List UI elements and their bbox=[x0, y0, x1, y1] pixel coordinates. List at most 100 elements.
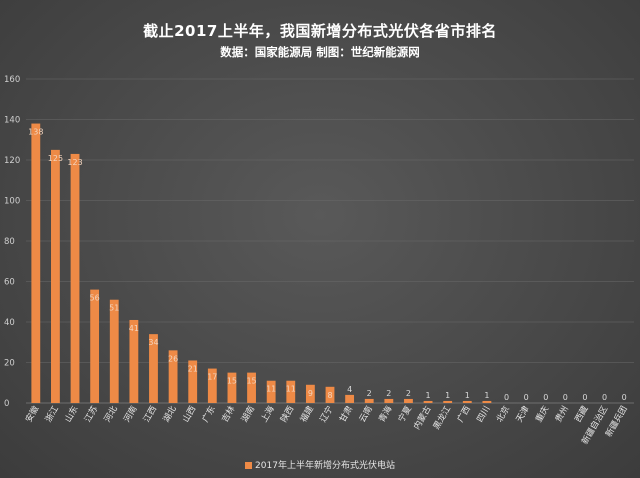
bar bbox=[364, 398, 374, 403]
data-label: 26 bbox=[168, 354, 178, 363]
bar bbox=[90, 289, 100, 403]
y-tick-label: 20 bbox=[4, 359, 15, 369]
x-tick-label: 广西 bbox=[455, 404, 473, 424]
data-label: 125 bbox=[48, 154, 63, 163]
data-label: 8 bbox=[327, 391, 332, 400]
data-label: 9 bbox=[308, 389, 313, 398]
y-tick-label: 100 bbox=[4, 197, 20, 207]
data-label: 0 bbox=[582, 393, 587, 402]
data-label: 0 bbox=[563, 393, 568, 402]
x-tick-label: 江苏 bbox=[82, 404, 100, 425]
bar bbox=[188, 360, 198, 403]
data-label: 4 bbox=[347, 385, 352, 394]
y-tick-label: 120 bbox=[4, 156, 20, 166]
data-label: 11 bbox=[286, 385, 296, 394]
legend-label: 2017年上半年新增分布式光伏电站 bbox=[255, 461, 395, 471]
x-tick-label: 西藏 bbox=[573, 404, 591, 425]
data-label: 56 bbox=[90, 294, 100, 303]
data-label: 11 bbox=[266, 385, 276, 394]
x-tick-label: 辽宁 bbox=[318, 404, 336, 424]
y-tick-label: 140 bbox=[4, 116, 20, 126]
data-label: 2 bbox=[386, 389, 391, 398]
data-label: 1 bbox=[465, 391, 470, 400]
legend: 2017年上半年新增分布式光伏电站 bbox=[0, 458, 640, 471]
bar bbox=[31, 123, 41, 404]
chart-subtitle: 数据：国家能源局 制图：世纪新能源网 bbox=[220, 45, 420, 59]
x-tick-label: 青海 bbox=[376, 404, 394, 425]
x-tick-label: 内蒙古 bbox=[411, 404, 434, 432]
bar bbox=[286, 380, 296, 403]
data-label: 0 bbox=[622, 393, 627, 402]
x-tick-label: 云南 bbox=[357, 404, 375, 424]
bar bbox=[207, 368, 217, 403]
y-tick-label: 80 bbox=[4, 237, 15, 247]
y-tick-label: 40 bbox=[4, 318, 15, 328]
chart-title: 截止2017上半年，我国新增分布式光伏各省市排名 bbox=[143, 22, 497, 40]
y-tick-label: 160 bbox=[4, 75, 20, 85]
x-tick-label: 上海 bbox=[259, 404, 277, 425]
data-label: 0 bbox=[524, 393, 529, 402]
x-tick-label: 宁夏 bbox=[396, 404, 414, 425]
x-tick-label: 山西 bbox=[180, 404, 198, 424]
x-tick-label: 江西 bbox=[142, 405, 159, 425]
x-tick-label: 湖南 bbox=[239, 404, 257, 424]
bar bbox=[443, 400, 453, 403]
x-tick-label: 湖北 bbox=[162, 404, 179, 424]
data-label: 1 bbox=[484, 391, 489, 400]
data-label: 0 bbox=[543, 393, 548, 402]
data-label: 51 bbox=[109, 304, 119, 313]
data-label: 17 bbox=[207, 373, 217, 382]
x-tick-label: 山东 bbox=[63, 404, 81, 424]
bar bbox=[51, 149, 60, 403]
data-label: 123 bbox=[67, 158, 82, 167]
bar bbox=[227, 372, 237, 403]
bar bbox=[266, 380, 276, 403]
bar bbox=[404, 398, 413, 403]
bar bbox=[305, 384, 315, 403]
data-label: 41 bbox=[129, 324, 139, 333]
x-tick-label: 河北 bbox=[102, 404, 120, 425]
x-tick-label: 北京 bbox=[494, 404, 512, 424]
x-tick-label: 吉林 bbox=[219, 404, 237, 425]
data-label: 1 bbox=[426, 391, 431, 400]
x-tick-label: 四川 bbox=[475, 405, 492, 425]
x-tick-label: 贵州 bbox=[553, 404, 571, 424]
x-tick-label: 广东 bbox=[200, 404, 218, 424]
bar bbox=[247, 372, 256, 403]
bar bbox=[70, 153, 80, 403]
data-label: 34 bbox=[148, 338, 158, 347]
y-tick-label: 0 bbox=[4, 399, 9, 409]
bar bbox=[423, 400, 433, 403]
data-label: 138 bbox=[28, 128, 43, 137]
x-tick-label: 天津 bbox=[514, 404, 532, 425]
data-label: 2 bbox=[406, 389, 411, 398]
bar bbox=[462, 400, 472, 403]
x-tick-label: 重庆 bbox=[533, 404, 551, 425]
bar bbox=[345, 394, 355, 403]
data-label: 1 bbox=[445, 391, 450, 400]
data-label: 15 bbox=[246, 377, 256, 386]
data-label: 0 bbox=[602, 393, 607, 402]
x-tick-label: 河南 bbox=[121, 404, 139, 424]
legend-swatch bbox=[245, 462, 253, 469]
data-label: 2 bbox=[367, 389, 372, 398]
bar bbox=[149, 334, 158, 403]
x-tick-label: 福建 bbox=[298, 404, 316, 425]
data-label: 0 bbox=[504, 393, 509, 402]
x-tick-label: 陕西 bbox=[278, 404, 296, 424]
bar bbox=[325, 386, 335, 403]
bar bbox=[129, 319, 139, 403]
data-label: 15 bbox=[227, 377, 237, 386]
data-label: 21 bbox=[188, 364, 198, 373]
x-tick-label: 安徽 bbox=[23, 404, 41, 425]
x-tick-label: 黑龙江 bbox=[431, 404, 454, 432]
bar bbox=[482, 400, 492, 403]
x-tick-label: 浙江 bbox=[43, 404, 61, 425]
x-tick-label: 甘肃 bbox=[337, 404, 355, 425]
bar bbox=[384, 398, 394, 403]
bar bbox=[168, 350, 178, 403]
bar bbox=[109, 299, 119, 403]
y-tick-label: 60 bbox=[4, 278, 15, 288]
